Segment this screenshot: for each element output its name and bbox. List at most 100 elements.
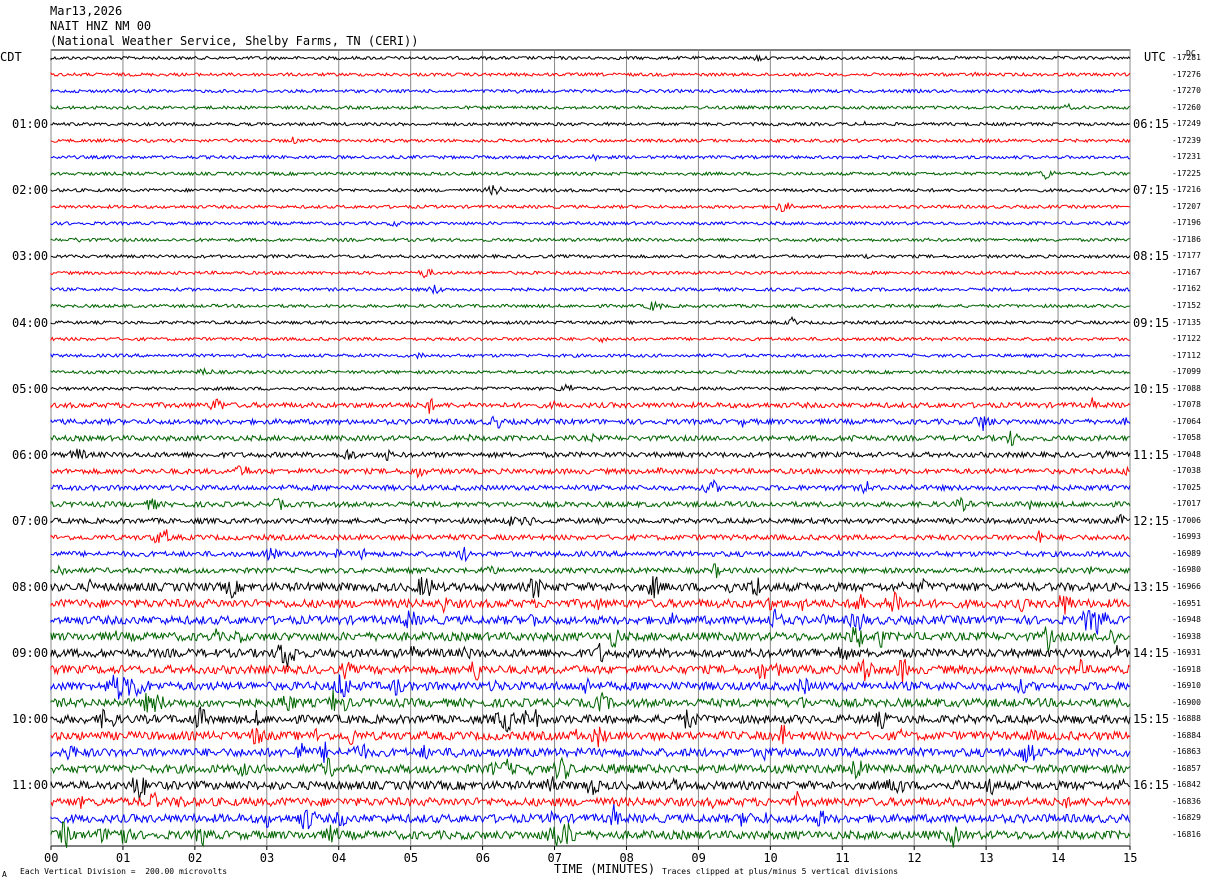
seismic-trace (50, 513, 1131, 527)
trace-offset-label: -16931 (1172, 648, 1201, 658)
x-tick-label: 01 (115, 851, 131, 865)
seismic-trace (50, 478, 1131, 495)
trace-offset-label: -17270 (1172, 86, 1201, 96)
trace-offset-label: -16816 (1172, 830, 1201, 839)
plot-frame (50, 49, 1131, 847)
trace-offset-label: -17064 (1172, 416, 1201, 426)
trace-offset-label: -17216 (1172, 185, 1201, 195)
trace-offset-label: -16829 (1172, 813, 1201, 823)
trace-offset-label: -17038 (1172, 466, 1201, 476)
seismic-trace (50, 724, 1131, 748)
trace-offset-label: -17078 (1172, 400, 1201, 410)
trace-offset-label: -16900 (1172, 697, 1201, 707)
trace-offset-label: -16989 (1172, 548, 1201, 558)
cdt-hour-label: 04:00 (12, 315, 49, 330)
trace-offset-label: -16836 (1172, 796, 1201, 806)
cdt-hour-label: 10:00 (12, 712, 49, 727)
seismic-trace (50, 169, 1131, 181)
trace-offset-label: -17025 (1172, 482, 1201, 492)
seismic-trace (50, 741, 1131, 763)
x-tick-label: 05 (403, 851, 419, 865)
trace-offset-label: -16910 (1172, 681, 1201, 691)
seismic-trace (50, 220, 1131, 228)
seismic-trace (50, 268, 1131, 279)
left-timezone-label: CDT (0, 50, 22, 64)
utc-hour-label: 08:15 (1133, 249, 1170, 264)
trace-offset-label: -17058 (1172, 433, 1201, 443)
seismic-trace (50, 415, 1131, 432)
seismic-trace (50, 153, 1130, 162)
trace-offset-label: -17249 (1172, 119, 1201, 129)
trace-offset-label: -17152 (1172, 300, 1201, 310)
seismic-trace (50, 642, 1131, 668)
x-tick-label: 09 (691, 851, 706, 865)
trace-offset-label: -17231 (1172, 152, 1201, 162)
x-tick-label: 13 (979, 851, 994, 865)
trace-offset-label: -17196 (1172, 218, 1201, 228)
offset-unit-label: DC (1186, 49, 1196, 58)
seismic-trace (50, 496, 1131, 513)
utc-hour-label: 13:15 (1133, 580, 1170, 595)
right-timezone-label: UTC (1144, 50, 1166, 64)
seismic-trace (50, 576, 1131, 599)
trace-offset-label: -16993 (1172, 532, 1201, 542)
trace-offset-label: -16918 (1172, 664, 1201, 674)
station-network: (National Weather Service, Shelby Farms,… (50, 34, 419, 48)
seismic-trace (50, 689, 1131, 713)
seismic-trace (50, 430, 1131, 447)
x-tick-label: 03 (259, 851, 275, 865)
seismic-trace (50, 626, 1131, 652)
x-tick-label: 04 (331, 851, 347, 865)
seismic-trace (50, 383, 1131, 392)
trace-offset-label: -17225 (1172, 168, 1201, 178)
trace-offset-label: -17186 (1172, 234, 1201, 244)
seismic-trace (50, 608, 1131, 635)
seismic-trace (50, 284, 1131, 296)
cdt-hour-label: 07:00 (12, 513, 49, 528)
x-tick-label: 11 (835, 851, 850, 865)
seismic-trace (50, 185, 1131, 196)
seismic-trace (50, 253, 1131, 260)
cdt-hour-label: 01:00 (12, 117, 49, 132)
utc-hour-label: 11:15 (1133, 447, 1170, 462)
seismic-trace (50, 88, 1131, 94)
seismic-trace (50, 102, 1131, 111)
cdt-hour-label: 08:00 (12, 580, 49, 595)
seismic-trace (50, 821, 1131, 848)
seismic-trace (50, 237, 1131, 243)
trace-offset-label: -17048 (1172, 449, 1201, 459)
station-code: NAIT HNZ NM 00 (50, 19, 152, 33)
trace-offset-label: -17135 (1172, 317, 1201, 327)
seismic-trace (50, 803, 1131, 830)
cdt-hour-label: 11:00 (12, 778, 49, 793)
utc-hour-label: 07:15 (1133, 183, 1170, 198)
seismic-trace (50, 563, 1131, 579)
trace-offset-label: -17122 (1172, 334, 1201, 344)
seismic-trace (50, 351, 1131, 360)
trace-offset-label: -16884 (1172, 730, 1201, 740)
seismic-trace (50, 120, 1131, 127)
trace-offset-label: -17207 (1172, 201, 1201, 211)
trace-offset-label: -16842 (1172, 780, 1201, 790)
trace-offset-label: -16938 (1172, 631, 1201, 641)
trace-offset-label: -17112 (1172, 350, 1201, 360)
x-tick-label: 02 (187, 851, 203, 865)
trace-offset-label: -17260 (1172, 102, 1201, 112)
x-tick-label: 08 (619, 851, 634, 865)
trace-offset-label: -17099 (1172, 367, 1201, 377)
scale-note: Each Vertical Division = 200.00 microvol… (20, 867, 228, 876)
seismic-trace (50, 529, 1131, 544)
trace-offset-label: -16966 (1172, 582, 1201, 592)
seismic-trace (50, 366, 1131, 377)
seismic-trace (50, 756, 1131, 780)
trace-offset-label: -16888 (1172, 714, 1201, 724)
cdt-hour-label: 03:00 (12, 249, 49, 264)
clip-note: Traces clipped at plus/minus 5 vertical … (662, 867, 899, 876)
utc-hour-label: 09:15 (1133, 315, 1170, 330)
plot-date: Mar13,2026 (50, 4, 123, 18)
trace-offset-label: -16948 (1172, 615, 1201, 625)
corner-mark: A (2, 870, 7, 879)
cdt-hour-label: 09:00 (12, 646, 49, 661)
trace-offset-label: -17281 (1172, 53, 1201, 62)
